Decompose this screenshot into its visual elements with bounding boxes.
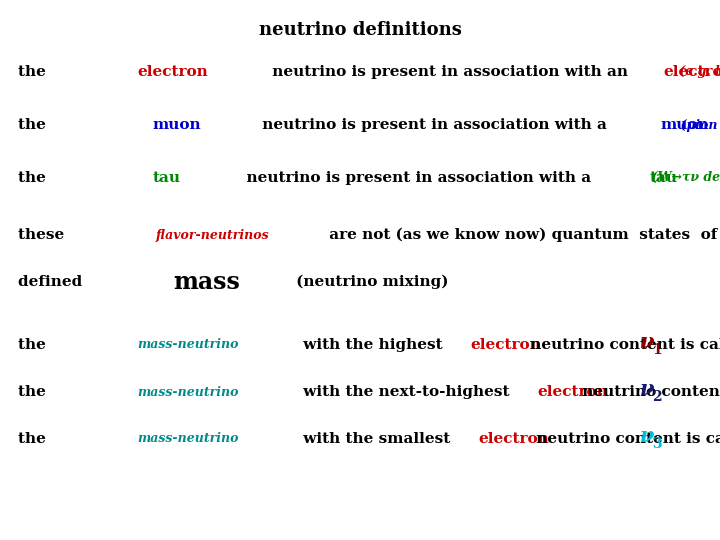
Text: 2: 2 — [652, 390, 662, 404]
Text: neutrino content is called: neutrino content is called — [526, 338, 720, 352]
Text: neutrino is present in association with a: neutrino is present in association with … — [236, 171, 613, 185]
Text: 1: 1 — [652, 343, 662, 357]
Text: electron: electron — [137, 65, 208, 79]
Text: tau: tau — [153, 171, 181, 185]
Text: flavor-neutrinos: flavor-neutrinos — [156, 228, 269, 241]
Text: the: the — [18, 118, 67, 132]
Text: muon: muon — [660, 118, 708, 132]
Text: defined: defined — [18, 275, 88, 289]
Text: electron: electron — [663, 65, 720, 79]
Text: ν: ν — [640, 332, 654, 352]
Text: neutrino content is called: neutrino content is called — [531, 432, 720, 446]
Text: the: the — [18, 338, 51, 352]
Text: tau: tau — [649, 171, 678, 185]
Text: the: the — [18, 385, 51, 399]
Text: electron: electron — [478, 432, 549, 446]
Text: the: the — [18, 432, 51, 446]
Text: neutrino content is: neutrino content is — [577, 385, 720, 399]
Text: 3: 3 — [652, 437, 662, 451]
Text: (pion decay): (pion decay) — [650, 118, 720, 132]
Text: with the smallest: with the smallest — [298, 432, 455, 446]
Text: mass-neutrino: mass-neutrino — [137, 433, 238, 446]
Text: neutrino definitions: neutrino definitions — [258, 21, 462, 39]
Text: (e.g. beta decay): (e.g. beta decay) — [675, 65, 720, 78]
Text: with the next-to-highest: with the next-to-highest — [298, 385, 515, 399]
Text: ν: ν — [640, 379, 654, 399]
Text: (W→τν decay): (W→τν decay) — [621, 172, 720, 185]
Text: muon: muon — [153, 118, 202, 132]
Text: electron: electron — [471, 338, 541, 352]
Text: are not (as we know now) quantum  states  of  well: are not (as we know now) quantum states … — [324, 228, 720, 242]
Text: mass-neutrino: mass-neutrino — [137, 386, 238, 399]
Text: electron: electron — [538, 385, 608, 399]
Text: (neutrino mixing): (neutrino mixing) — [292, 275, 449, 289]
Text: the: the — [18, 65, 51, 79]
Text: neutrino is present in association with a: neutrino is present in association with … — [257, 118, 628, 132]
Text: mass: mass — [174, 270, 240, 294]
Text: with the highest: with the highest — [298, 338, 448, 352]
Text: ν: ν — [640, 426, 654, 446]
Text: the: the — [18, 171, 67, 185]
Text: mass-neutrino: mass-neutrino — [137, 339, 238, 352]
Text: these: these — [18, 228, 70, 242]
Text: neutrino is present in association with an: neutrino is present in association with … — [267, 65, 633, 79]
